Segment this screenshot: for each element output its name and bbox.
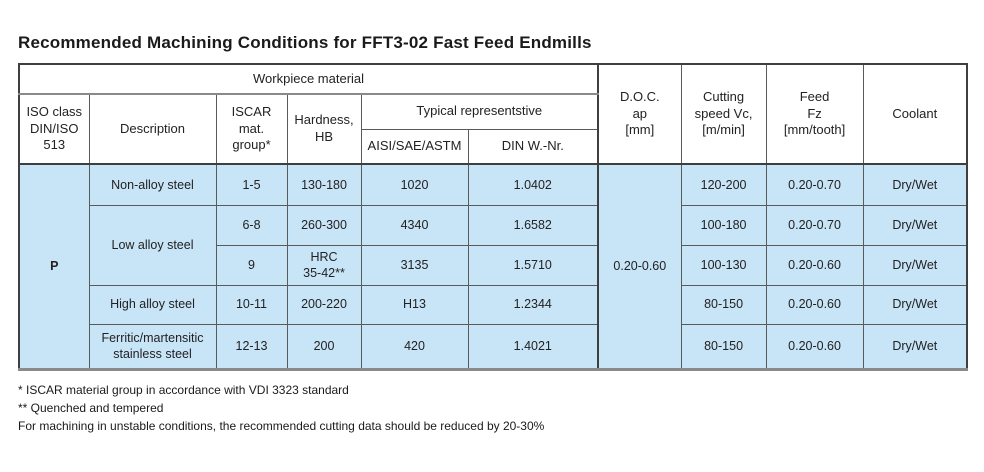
cell-mat-group: 9 — [215, 244, 288, 286]
header-aisi-sae-astm: AISI/SAE/ASTM — [360, 128, 469, 165]
cell-mat-group: 6-8 — [215, 204, 288, 246]
cell-mat-group: 10-11 — [215, 284, 288, 325]
cell-doc-value: 0.20-0.60 — [597, 163, 682, 370]
footnote-iscar-group: * ISCAR material group in accordance wit… — [18, 383, 349, 397]
cell-aisi: 3135 — [360, 244, 469, 286]
cell-mat-group: 1-5 — [215, 163, 288, 206]
cell-din: 1.5710 — [467, 244, 599, 286]
cell-hardness: 200-220 — [286, 284, 362, 325]
cell-vc: 120-200 — [680, 163, 767, 206]
cell-fz: 0.20-0.70 — [765, 204, 864, 246]
header-cutting-speed: Cutting speed Vc, [m/min] — [680, 63, 767, 165]
cell-fz: 0.20-0.60 — [765, 244, 864, 286]
header-typical-representative: Typical representstive — [360, 93, 599, 130]
table-row: 9 HRC 35-42** 3135 1.5710 100-130 0.20-0… — [19, 244, 968, 286]
header-coolant: Coolant — [862, 63, 968, 165]
cell-description: Low alloy steel — [88, 204, 217, 286]
cell-coolant: Dry/Wet — [862, 204, 968, 246]
cell-hardness: HRC 35-42** — [286, 244, 362, 286]
cell-description: High alloy steel — [88, 284, 217, 325]
cell-hardness: 130-180 — [286, 163, 362, 206]
cell-fz: 0.20-0.70 — [765, 163, 864, 206]
cell-fz: 0.20-0.60 — [765, 323, 864, 370]
cell-hardness: 260-300 — [286, 204, 362, 246]
footnote-unstable-conditions: For machining in unstable conditions, th… — [18, 419, 545, 433]
cell-vc: 100-130 — [680, 244, 767, 286]
header-din-wnr: DIN W.-Nr. — [467, 128, 599, 165]
cell-vc: 100-180 — [680, 204, 767, 246]
footnotes: * ISCAR material group in accordance wit… — [18, 381, 544, 435]
table-row: High alloy steel 10-11 200-220 H13 1.234… — [19, 284, 968, 325]
table-row: P Non-alloy steel 1-5 130-180 1020 1.040… — [18, 163, 968, 370]
cell-description: Non-alloy steel — [88, 163, 217, 206]
header-iscar-group: ISCAR mat. group* — [215, 93, 288, 165]
header-iso-class: ISO class DIN/ISO 513 — [18, 93, 90, 165]
cell-aisi: 4340 — [360, 204, 469, 246]
cell-din: 1.0402 — [467, 163, 599, 206]
cell-din: 1.4021 — [467, 323, 599, 370]
cell-vc: 80-150 — [680, 323, 767, 370]
cell-hardness: 200 — [286, 323, 362, 370]
header-hardness: Hardness, HB — [286, 93, 362, 165]
cell-aisi: 1020 — [360, 163, 469, 206]
cell-coolant: Dry/Wet — [862, 323, 968, 370]
cell-coolant: Dry/Wet — [862, 244, 968, 286]
page-title: Recommended Machining Conditions for FFT… — [18, 33, 592, 52]
header-workpiece-material: Workpiece material — [18, 63, 599, 95]
cell-aisi: H13 — [360, 284, 469, 325]
table-row: Ferritic/martensitic stainless steel 12-… — [19, 323, 968, 370]
cell-vc: 80-150 — [680, 284, 767, 325]
cell-coolant: Dry/Wet — [862, 284, 968, 325]
cell-din: 1.2344 — [467, 284, 599, 325]
footnote-quenched: ** Quenched and tempered — [18, 401, 164, 415]
header-feed: Feed Fz [mm/tooth] — [765, 63, 864, 165]
header-doc: D.O.C. ap [mm] — [597, 63, 682, 165]
cell-mat-group: 12-13 — [215, 323, 288, 370]
machining-conditions-table: Workpiece material D.O.C. ap [mm] Cuttin… — [18, 63, 969, 371]
table-row: Low alloy steel 6-8 260-300 4340 1.6582 … — [19, 204, 968, 286]
cell-fz: 0.20-0.60 — [765, 284, 864, 325]
header-description: Description — [88, 93, 217, 165]
cell-din: 1.6582 — [467, 204, 599, 246]
cell-description: Ferritic/martensitic stainless steel — [88, 323, 217, 370]
cell-aisi: 420 — [360, 323, 469, 370]
cell-coolant: Dry/Wet — [862, 163, 968, 206]
iso-class-p-cell: P — [18, 163, 90, 370]
